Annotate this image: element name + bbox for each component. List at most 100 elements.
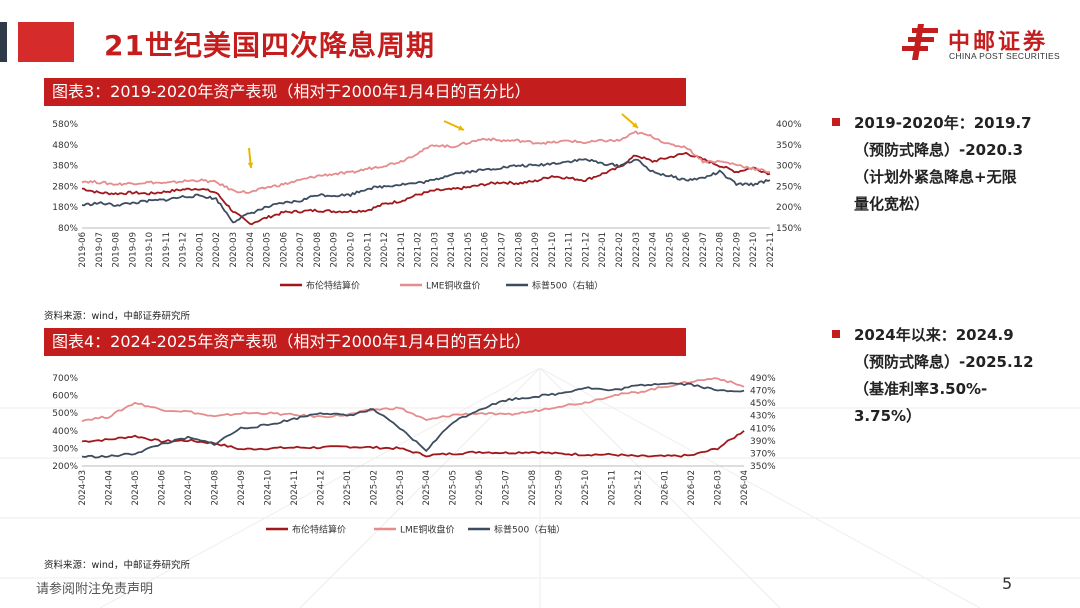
left-decor-bar — [0, 22, 12, 62]
right-axis-tick-label: 150% — [776, 224, 802, 234]
x-axis-tick-label: 2025-07 — [502, 470, 512, 506]
series-line-2 — [81, 158, 771, 224]
x-axis-tick-label: 2024-04 — [104, 470, 114, 506]
x-axis-tick-label: 2024-08 — [210, 470, 220, 506]
note-line: 量化宽松） — [854, 195, 930, 213]
x-axis-tick-label: 2022-06 — [682, 232, 692, 268]
x-axis-tick-label: 2020-07 — [296, 232, 306, 268]
x-axis-tick-label: 2021-11 — [565, 232, 575, 268]
right-axis-tick-label: 470% — [750, 387, 776, 397]
x-axis-tick-label: 2025-02 — [369, 470, 379, 506]
chart4-header: 图表4：2024-2025年资产表现（相对于2000年1月4日的百分比） — [44, 328, 686, 356]
x-axis-tick-label: 2019-07 — [95, 232, 105, 268]
left-axis-tick-label: 200% — [52, 462, 78, 472]
x-axis-tick-label: 2021-05 — [464, 232, 474, 268]
note-line: 2024年以来：2024.9 — [832, 322, 1072, 349]
left-axis-tick-label: 500% — [52, 409, 78, 419]
x-axis-tick-label: 2020-01 — [195, 232, 205, 268]
x-axis-tick-label: 2020-04 — [246, 232, 256, 268]
x-axis-tick-label: 2019-11 — [162, 232, 172, 268]
x-axis-tick-label: 2025-03 — [396, 470, 406, 506]
note-line: 3.75%） — [854, 407, 922, 425]
legend-label: 布伦特结算价 — [306, 280, 360, 292]
x-axis-tick-label: 2024-12 — [316, 470, 326, 506]
x-axis-tick-label: 2019-09 — [128, 232, 138, 268]
x-axis-tick-label: 2024-11 — [290, 470, 300, 506]
page-number: 5 — [1002, 574, 1013, 593]
x-axis-tick-label: 2020-03 — [229, 232, 239, 268]
x-axis-tick-label: 2021-10 — [548, 232, 558, 268]
x-axis-tick-label: 2020-09 — [330, 232, 340, 268]
logo-name-en: CHINA POST SECURITIES — [949, 51, 1060, 61]
left-axis-tick-label: 80% — [58, 224, 78, 234]
annotation-arrow-head — [247, 162, 254, 168]
note-line: （计划外紧急降息+无限 — [854, 168, 1017, 186]
x-axis-tick-label: 2020-05 — [263, 232, 273, 268]
x-axis-tick-label: 2025-04 — [422, 470, 432, 506]
x-axis-tick-label: 2019-12 — [179, 232, 189, 268]
right-axis-tick-label: 390% — [750, 437, 776, 447]
x-axis-tick-label: 2025-08 — [528, 470, 538, 506]
x-axis-tick-label: 2022-05 — [665, 232, 675, 268]
chart4-source: 资料来源：wind，中邮证券研究所 — [44, 560, 190, 571]
left-axis-tick-label: 700% — [52, 374, 78, 384]
x-axis-tick-label: 2022-02 — [615, 232, 625, 268]
chart3-header: 图表3：2019-2020年资产表现（相对于2000年1月4日的百分比） — [44, 78, 686, 106]
legend-label: LME铜收盘价 — [400, 524, 454, 536]
x-axis-tick-label: 2021-04 — [447, 232, 457, 268]
annotation-arrow-head — [458, 125, 464, 131]
logo-name-cn: 中邮证券 — [948, 30, 1049, 55]
left-axis-tick-label: 300% — [52, 444, 78, 454]
right-axis-tick-label: 350% — [776, 141, 802, 151]
right-axis-tick-label: 430% — [750, 412, 776, 422]
x-axis-tick-label: 2022-07 — [699, 232, 709, 268]
right-axis-tick-label: 350% — [750, 462, 776, 472]
right-axis-tick-label: 200% — [776, 203, 802, 213]
x-axis-tick-label: 2020-02 — [212, 232, 222, 268]
left-axis-tick-label: 400% — [52, 427, 78, 437]
x-axis-tick-label: 2021-03 — [430, 232, 440, 268]
x-axis-tick-label: 2024-09 — [237, 470, 247, 506]
x-axis-tick-label: 2021-12 — [581, 232, 591, 268]
left-axis-tick-label: 280% — [52, 182, 78, 192]
x-axis-tick-label: 2021-09 — [531, 232, 541, 268]
page-title: 21世纪美国四次降息周期 — [104, 29, 435, 62]
title-red-block — [18, 22, 74, 62]
note-line: （基准利率3.50%- — [854, 380, 988, 398]
right-axis-tick-label: 450% — [750, 399, 776, 409]
legend-label: 布伦特结算价 — [292, 524, 346, 536]
note-line: （预防式降息）-2020.3 — [854, 141, 1024, 159]
note-line: 2019-2020年：2019.7 — [832, 110, 1072, 137]
x-axis-tick-label: 2024-05 — [131, 470, 141, 506]
notes-2019: 2019-2020年：2019.7 （预防式降息）-2020.3 （计划外紧急降… — [832, 110, 1072, 218]
annotation-arrow-head — [632, 122, 638, 128]
series-line-0 — [81, 430, 745, 458]
left-axis-tick-label: 380% — [52, 162, 78, 172]
x-axis-tick-label: 2021-07 — [498, 232, 508, 268]
x-axis-tick-label: 2024-03 — [78, 470, 88, 506]
note-line: （预防式降息）-2025.12 — [854, 353, 1034, 371]
x-axis-tick-label: 2019-08 — [112, 232, 122, 268]
notes-2024: 2024年以来：2024.9 （预防式降息）-2025.12 （基准利率3.50… — [832, 322, 1072, 430]
right-axis-tick-label: 490% — [750, 374, 776, 384]
x-axis-tick-label: 2020-11 — [363, 232, 373, 268]
x-axis-tick-label: 2022-03 — [632, 232, 642, 268]
chart4-svg: 700% 600% 500% 400% 300% 200% 490% 470% 450% 430%… — [52, 374, 776, 536]
x-axis-tick-label: 2024-10 — [263, 470, 273, 506]
bullet-icon — [832, 330, 840, 338]
legend-label: LME铜收盘价 — [426, 280, 480, 292]
x-axis-tick-label: 2022-09 — [732, 232, 742, 268]
right-axis-tick-label: 250% — [776, 182, 802, 192]
company-logo: 中邮证券 CHINA POST SECURITIES — [898, 22, 1068, 62]
x-axis-tick-label: 2025-06 — [475, 470, 485, 506]
series-line-1 — [81, 130, 771, 194]
x-axis-tick-label: 2021-08 — [514, 232, 524, 268]
right-axis-tick-label: 370% — [750, 449, 776, 459]
x-axis-tick-label: 2025-12 — [634, 470, 644, 506]
x-axis-tick-label: 2020-06 — [279, 232, 289, 268]
left-axis-tick-label: 480% — [52, 141, 78, 151]
x-axis-tick-label: 2020-12 — [380, 232, 390, 268]
x-axis-tick-label: 2026-02 — [687, 470, 697, 506]
x-axis-tick-label: 2025-10 — [581, 470, 591, 506]
x-axis-tick-label: 2019-10 — [145, 232, 155, 268]
